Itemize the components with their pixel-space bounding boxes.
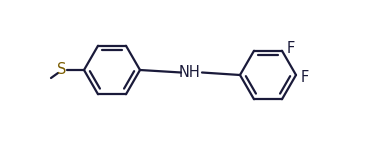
Text: NH: NH [179,65,201,80]
Text: F: F [301,69,309,84]
Text: F: F [287,41,295,56]
Text: S: S [57,63,67,78]
